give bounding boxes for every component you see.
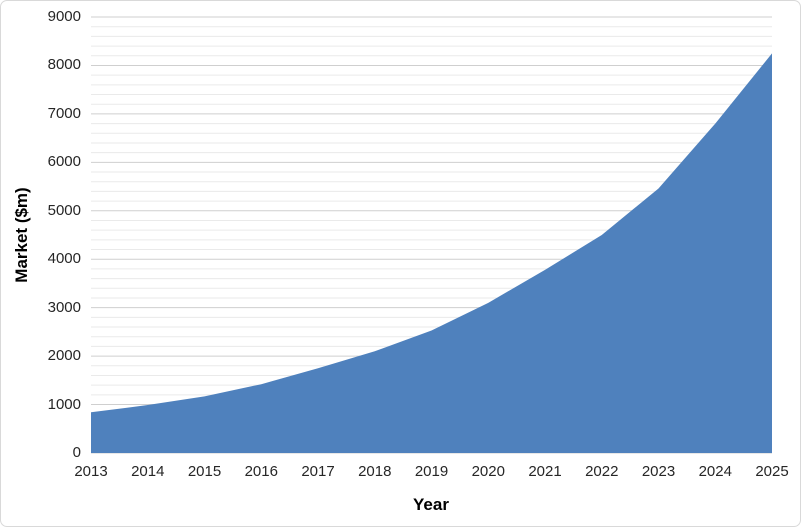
x-tick-label: 2024	[698, 463, 732, 480]
y-axis-title: Market ($m)	[12, 187, 31, 283]
x-tick-label: 2020	[471, 463, 505, 480]
x-tick-label: 2015	[187, 463, 222, 480]
x-tick-label: 2022	[585, 463, 619, 480]
x-tick-label: 2013	[74, 463, 108, 480]
x-tick-label: 2018	[358, 463, 392, 480]
y-tick-label: 7000	[47, 104, 81, 122]
y-tick-label: 5000	[47, 201, 81, 219]
y-tick-label: 1000	[47, 395, 81, 413]
y-tick-label: 4000	[47, 250, 81, 268]
x-tick-label: 2014	[131, 463, 165, 480]
area-series-market	[91, 53, 772, 453]
y-tick-label: 3000	[47, 298, 81, 316]
x-tick-label: 2025	[755, 463, 789, 480]
x-tick-label: 2023	[641, 463, 676, 480]
x-tick-label: 2016	[244, 463, 278, 480]
y-tick-label: 6000	[47, 153, 81, 171]
y-tick-label: 2000	[47, 347, 81, 365]
x-tick-label: 2021	[528, 463, 562, 480]
x-tick-label: 2017	[301, 463, 335, 480]
y-tick-label: 8000	[47, 56, 81, 74]
x-axis-title: Year	[413, 495, 449, 514]
y-tick-label: 9000	[47, 8, 81, 25]
y-tick-label: 0	[72, 444, 81, 461]
x-tick-label: 2019	[414, 463, 449, 480]
